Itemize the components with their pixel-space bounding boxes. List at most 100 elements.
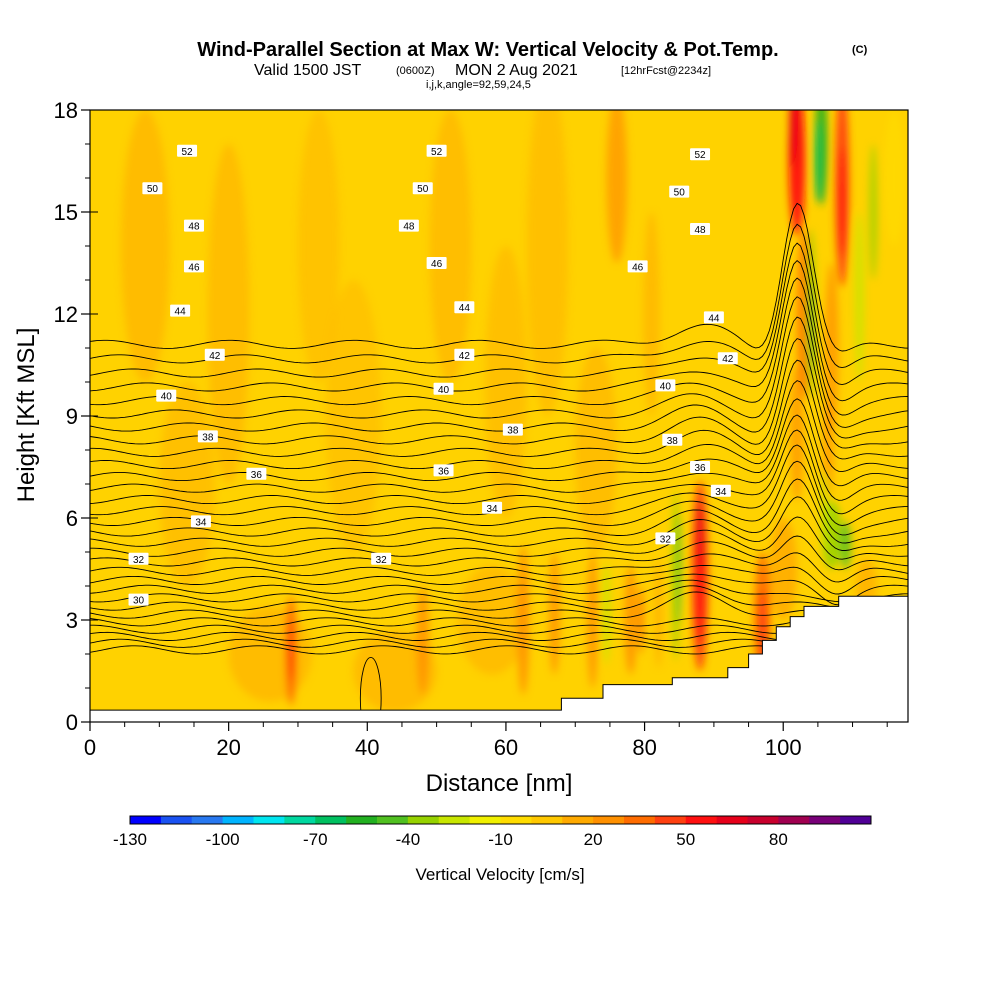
contour-label: 48 [694,225,706,236]
colorbar-swatch [624,816,656,824]
colorbar-swatch [438,816,471,824]
contour-label-bg [246,467,267,480]
contour-label-bg [426,144,447,157]
velocity-cell [854,212,865,382]
theta-contour-48 [90,338,908,449]
velocity-cell [654,558,663,668]
velocity-cell [790,365,805,501]
contour-label-bg [398,219,419,232]
velocity-cell [602,562,610,665]
theta-contour-43 [90,429,908,515]
contour-label-bg [204,348,225,361]
colorbar-swatch [253,816,285,824]
velocity-cell [526,110,569,416]
contour-label: 40 [438,385,450,396]
plot-area: 52 52 52 50 50 50 48 48 48 46 46 46 44 44 44 42 42 42 40 40… [90,110,908,722]
velocity-cell [696,501,704,569]
chart-subtitle: Valid 1500 JST (0600Z) MON 2 Aug 2021 [1… [254,62,711,79]
x-tick-label: 0 [84,735,96,760]
colorbar-tick-label: -40 [396,830,421,849]
y-tick-label: 6 [66,506,78,531]
theta-contour-55 [90,202,908,352]
velocity-cell [814,120,822,202]
colorbar-title: Vertical Velocity [cm/s] [415,865,584,884]
contour-label: 36 [694,463,706,474]
contour-label-bg [371,552,392,565]
contour-label-bg [183,260,204,273]
chart-title: Wind-Parallel Section at Max W: Vertical… [197,39,778,61]
contour-label-bg [690,461,711,473]
contour-label-bg [412,182,433,195]
x-axis: 0 20 40 60 80 100 [84,722,888,760]
colorbar-swatch [377,816,409,824]
contour-label: 46 [632,262,644,273]
velocity-cell [808,280,814,376]
contour-label: 38 [667,436,679,447]
colorbar-frame [129,815,872,825]
colorbar-swatch [315,816,347,824]
theta-contour-31 [90,591,908,619]
svg-text:Valid 1500 JST: Valid 1500 JST [254,62,362,79]
colorbar-tick-label: -130 [113,830,147,849]
chart-title-suffix: (C) [852,44,868,56]
theta-contour-44 [90,414,908,501]
colorbar-swatch [500,816,532,824]
contour-label-bg [128,552,149,565]
colorbar-swatch [346,816,378,824]
velocity-cell [840,521,852,569]
contour-label: 52 [181,147,193,158]
x-tick-label: 100 [765,735,802,760]
colorbar-tick-label: -10 [488,830,513,849]
y-tick-label: 12 [54,302,78,327]
velocity-field [121,110,905,712]
velocity-cell [325,280,382,552]
velocity-cell [820,470,829,552]
contour-label: 32 [376,555,388,566]
contour-label-bg [183,219,204,232]
theta-contour-28 [90,631,908,641]
theta-contour-29 [90,624,908,634]
contour-label: 34 [195,517,207,528]
colorbar-swatch [716,816,748,824]
velocity-cell [517,545,530,695]
velocity-cell [869,144,878,280]
contour-label-bg [710,484,731,497]
contour-label-bg [655,532,676,545]
contour-label-bg [502,423,523,436]
svg-text:[12hrFcst@2234z]: [12hrFcst@2234z] [621,65,711,77]
velocity-cell [429,110,472,382]
colorbar-tick-label: -70 [303,830,328,849]
velocity-cell [457,565,527,675]
contour-label-bg [662,433,683,446]
colorbar-tick-label: 50 [676,830,695,849]
contour-label: 48 [188,222,200,233]
velocity-cell [485,246,527,518]
contour-label: 50 [417,184,429,195]
x-axis-title: Distance [nm] [426,770,573,797]
contour-label: 40 [660,381,672,392]
contour-label-bg [156,389,177,402]
theta-contour-53 [90,242,908,386]
contour-label-bg [669,185,690,198]
contour-label: 50 [674,188,686,199]
contour-label: 38 [202,432,214,443]
contour-label: 46 [431,259,443,270]
contour-label: 48 [403,222,415,233]
theta-closed-contour [359,656,382,722]
contour-label-bg [454,348,475,361]
velocity-cell [228,606,312,702]
colorbar-swatch [469,816,501,824]
colorbar-swatch [809,816,841,824]
theta-contour-41 [90,460,908,536]
theta-contour-34 [90,573,908,606]
terrain-mask [90,595,908,722]
contour-label: 32 [133,555,145,566]
velocity-cell [297,110,340,382]
velocity-cell [824,263,839,433]
y-tick-label: 15 [54,200,78,225]
contour-label: 46 [188,262,200,273]
contour-label: 50 [147,184,159,195]
colorbar-tick-label: 80 [769,830,788,849]
x-tick-label: 80 [632,735,656,760]
contour-label: 52 [694,150,706,161]
